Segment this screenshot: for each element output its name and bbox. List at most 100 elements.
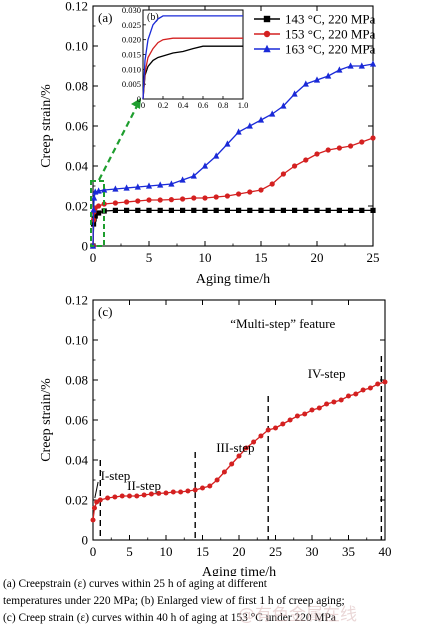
a-data-point	[168, 197, 174, 203]
c-data-point	[273, 425, 278, 431]
a-data-point	[302, 80, 309, 87]
a-y-tick-label: 0.06	[65, 119, 88, 134]
a-x-tick-label: 0	[90, 250, 97, 265]
b-y-tick-label: 0.005	[122, 79, 141, 89]
a-data-point	[292, 207, 298, 213]
a-series-line	[92, 209, 373, 247]
c-data-point	[251, 439, 257, 445]
a-data-point	[359, 207, 365, 213]
a-data-point	[347, 62, 354, 69]
c-x-tick-label: 30	[306, 544, 319, 559]
c-annotation: “Multi-step” feature	[230, 316, 335, 331]
c-x-tick-label: 10	[160, 544, 173, 559]
c-data-point	[375, 381, 381, 387]
a-data-point	[370, 207, 376, 213]
c-data-point	[156, 490, 162, 496]
c-data-point	[127, 493, 132, 499]
c-data-point	[243, 445, 249, 451]
a-data-point	[146, 207, 152, 213]
c-data-point	[97, 497, 103, 503]
c-y-tick-label: 0	[82, 533, 89, 548]
a-data-point	[325, 207, 331, 213]
b-x-tick-label: 0.4	[178, 100, 189, 110]
c-data-point	[200, 485, 205, 491]
a-data-point	[180, 207, 186, 213]
a-data-point	[92, 213, 98, 219]
a-data-point	[180, 196, 186, 202]
b-y-tick-label: 0.025	[122, 20, 141, 30]
a-data-point	[269, 207, 275, 213]
c-x-tick-label: 5	[126, 544, 133, 559]
c-step-label: III-step	[216, 440, 254, 455]
b-plot-frame	[142, 9, 244, 100]
a-data-point	[303, 207, 309, 213]
b-y-tick-label: 0.020	[122, 35, 141, 45]
a-data-point	[235, 128, 242, 135]
a-data-point	[258, 187, 264, 193]
chart-panel-a: 0 0.02 0.04 0.06 0.08 0.10 0.12 0 5 10 15 20 25 Aging…	[39, 0, 380, 287]
a-data-point	[280, 171, 286, 177]
a-data-point	[168, 180, 175, 187]
c-data-point	[207, 483, 213, 489]
c-y-tick-label: 0.10	[65, 333, 88, 348]
c-data-point	[185, 488, 191, 494]
a-data-point	[135, 207, 141, 213]
c-data-point	[148, 491, 154, 497]
b-x-tick-label: 0.2	[158, 100, 169, 110]
c-data-point	[382, 379, 388, 385]
a-data-point	[292, 163, 298, 169]
a-data-point	[191, 195, 197, 201]
b-y-tick-label: 0.030	[122, 5, 141, 15]
c-data-point	[236, 453, 242, 459]
a-data-point	[191, 207, 197, 213]
a-zoom-arrow	[98, 103, 139, 181]
a-legend-label: 163 °C, 220 MPa	[285, 42, 376, 57]
figure-caption-line-1: (a) Creepstrain (ε) curves within 25 h o…	[3, 578, 267, 590]
b-y-tick-label: 0.015	[122, 50, 141, 60]
a-data-point	[190, 172, 197, 179]
c-data-point	[141, 492, 147, 498]
a-y-tick-label: 0.04	[65, 159, 88, 174]
c-data-point	[338, 397, 344, 403]
a-zoom-arrowhead	[131, 98, 141, 109]
c-data-point	[221, 469, 227, 475]
a-y-tick-label: 0.10	[65, 39, 88, 54]
a-data-point	[112, 207, 118, 213]
a-data-point	[247, 207, 253, 213]
b-x-tick-label: 0	[141, 100, 145, 110]
a-data-point	[96, 210, 102, 216]
c-data-point	[346, 393, 351, 399]
a-data-point	[112, 200, 118, 206]
c-data-point	[90, 517, 96, 523]
c-data-point	[229, 461, 235, 467]
a-data-point	[236, 191, 242, 197]
c-y-axis-label: Creep strain/%	[39, 378, 54, 462]
a-zoom-region-box	[90, 180, 105, 247]
a-data-point	[280, 102, 287, 109]
a-data-point	[96, 203, 102, 209]
c-data-point	[178, 489, 184, 495]
a-data-point	[359, 139, 365, 145]
a-legend-label: 153 °C, 220 MPa	[285, 27, 376, 42]
a-data-point	[157, 181, 164, 188]
a-data-point	[303, 157, 309, 163]
a-data-point	[112, 185, 119, 192]
a-data-point	[336, 145, 342, 151]
a-data-point	[179, 176, 186, 183]
a-legend-marker	[263, 30, 271, 38]
a-data-point	[336, 66, 343, 73]
c-data-point	[324, 401, 330, 407]
c-data-point	[353, 391, 359, 397]
c-data-point	[134, 493, 140, 499]
c-y-tick-label: 0.08	[65, 373, 88, 388]
c-step-arrow	[94, 481, 99, 499]
a-x-axis-label: Aging time/h	[196, 272, 270, 287]
b-x-tick-label: 0.6	[198, 100, 209, 110]
c-x-tick-label: 15	[196, 544, 209, 559]
c-x-tick-label: 20	[233, 544, 246, 559]
a-data-point	[157, 207, 163, 213]
b-x-tick-label: 1.0	[238, 100, 249, 110]
a-y-tick-label: 0.12	[65, 0, 88, 14]
b-series-line	[142, 45, 243, 100]
b-series-line	[142, 37, 243, 100]
